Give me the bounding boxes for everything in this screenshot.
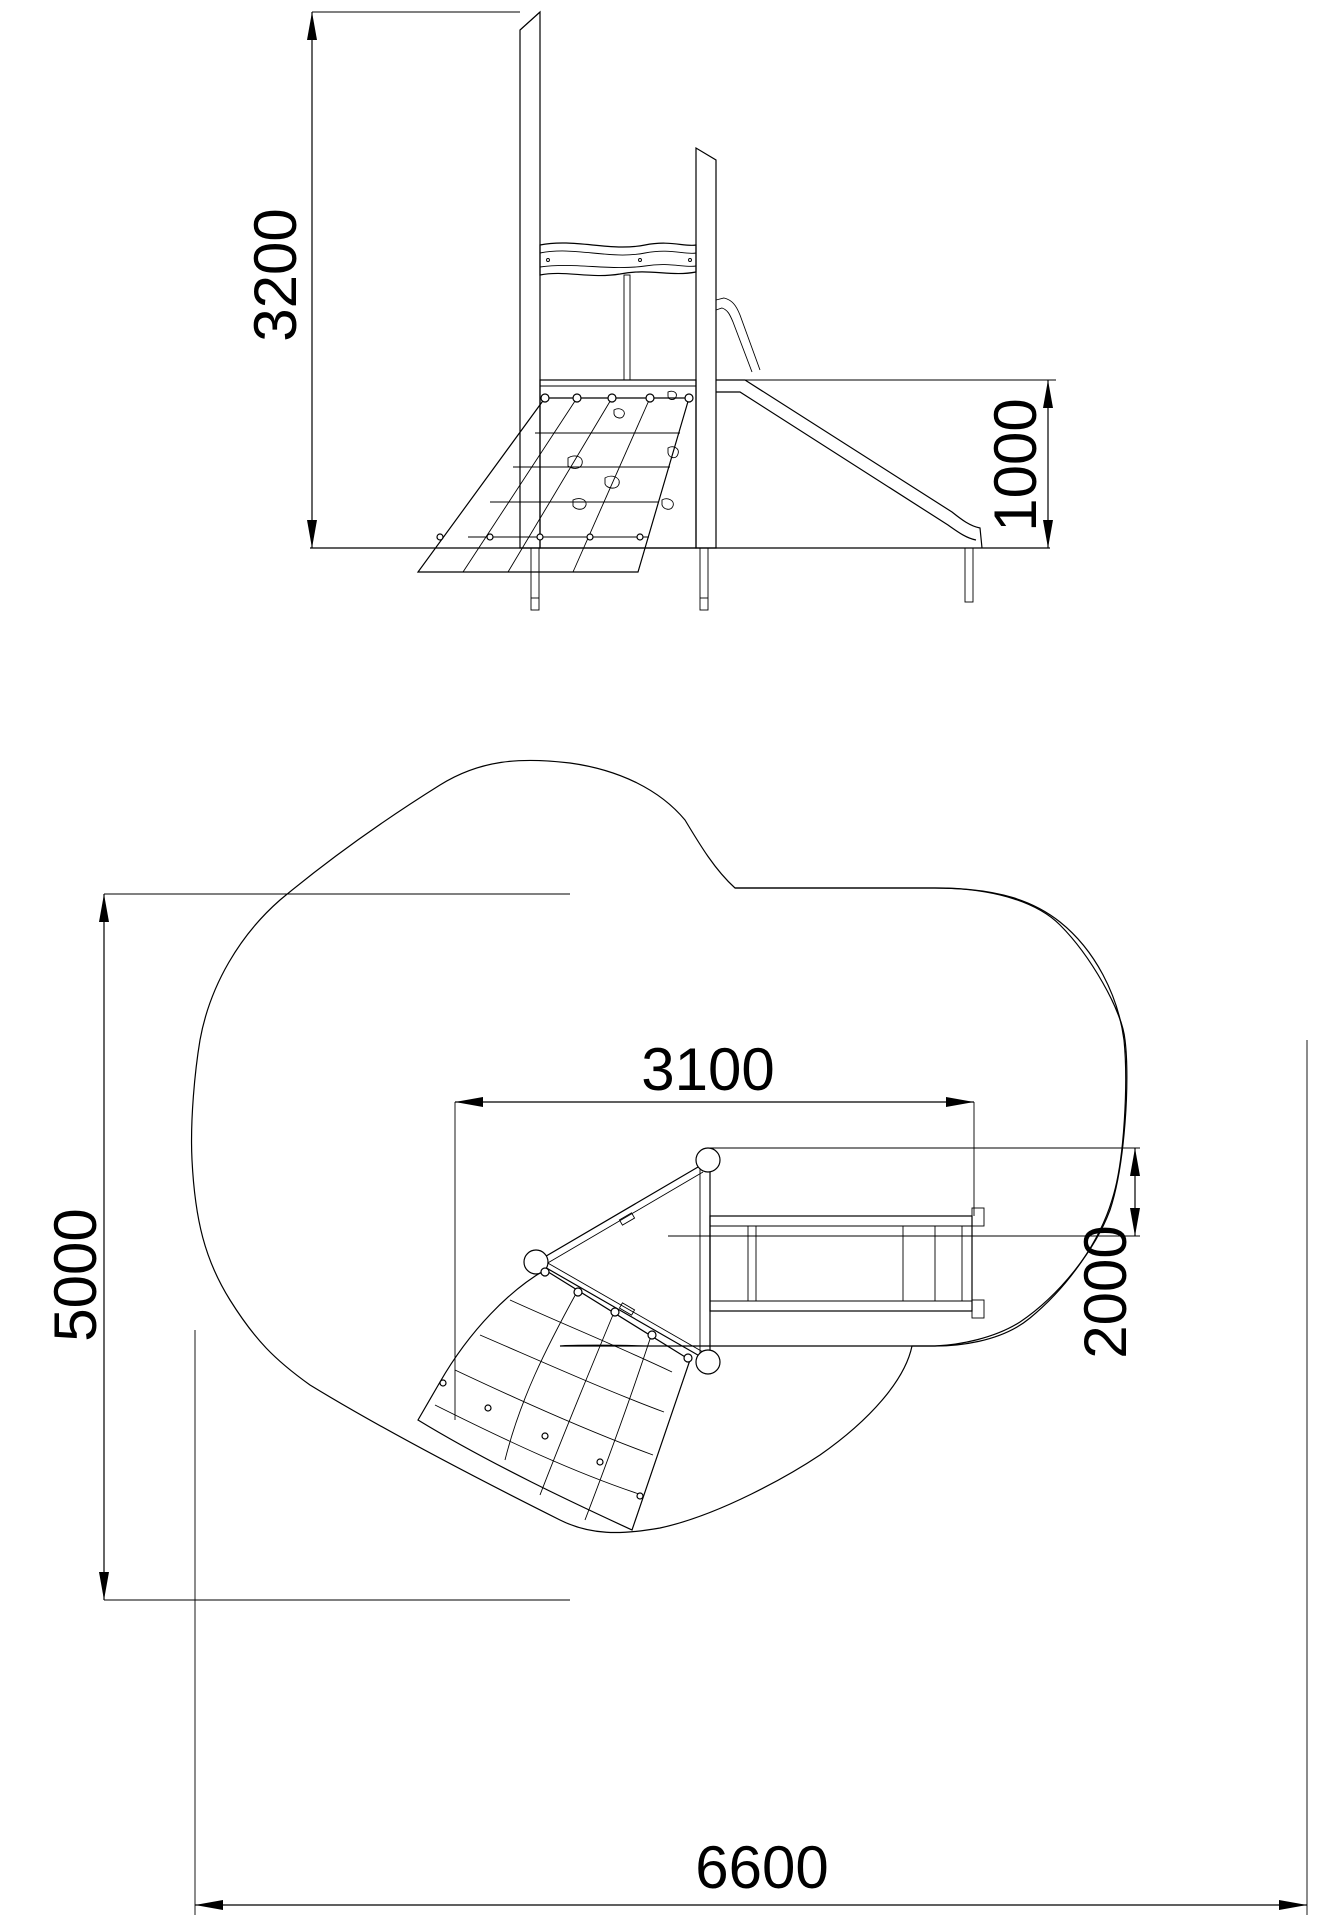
dimension-3100: 3100 [454,1036,975,1420]
slide [715,297,983,603]
dimension-label-6600: 6600 [695,1834,828,1901]
platform-plan [523,1147,721,1375]
safety-zone-boundary [190,759,1127,1534]
dimension-label-3200: 3200 [242,208,309,341]
dimension-label-1000: 1000 [982,398,1049,531]
backrest-board [539,242,697,381]
dimension-label-3100: 3100 [641,1036,774,1103]
tall-post [519,10,541,611]
plan-view: 5000 6600 3100 2000 [42,759,1308,1915]
safety-zone-outline [559,887,1128,1347]
slide-plan [709,1207,985,1319]
dimension-5000: 5000 [42,893,570,1601]
dimension-1000: 1000 [745,379,1056,548]
side-elevation-view: 3200 1000 [242,10,1056,611]
dimension-3200: 3200 [242,11,520,549]
dimension-label-2000: 2000 [1072,1225,1139,1358]
dimension-2000: 2000 [668,1147,1140,1359]
dimension-label-5000: 5000 [42,1208,109,1341]
climbing-net-plan [417,1267,693,1531]
climbing-wall-panel [539,379,697,549]
dimension-6600: 6600 [194,1040,1308,1915]
climbing-net-elevation [416,393,694,573]
short-post [695,146,717,611]
